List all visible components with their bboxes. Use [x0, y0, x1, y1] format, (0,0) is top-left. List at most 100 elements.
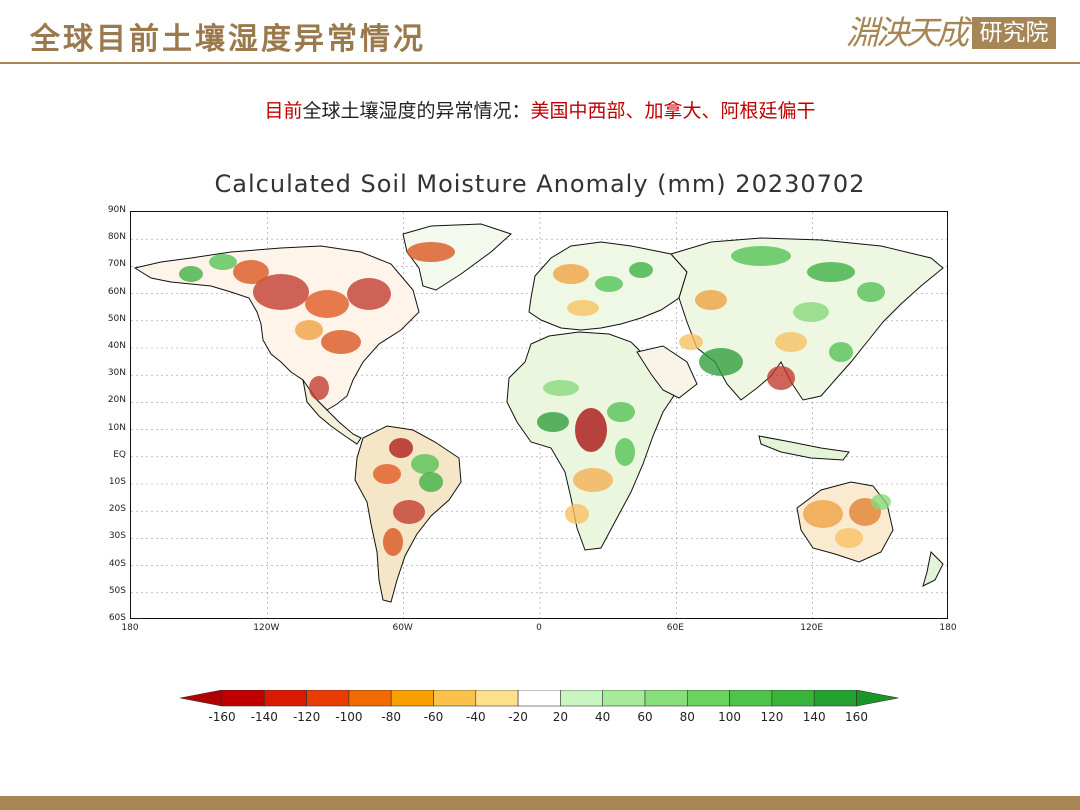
anomaly-patch [389, 438, 413, 458]
anomaly-patch [321, 330, 361, 354]
colorbar-cell [433, 690, 477, 707]
lat-tick-label: 30S [108, 531, 126, 542]
anomaly-patch [553, 264, 589, 284]
anomaly-patch [295, 320, 323, 340]
anomaly-patch [803, 500, 843, 528]
lat-tick-label: 20N [107, 395, 126, 406]
map-title: Calculated Soil Moisture Anomaly (mm) 20… [214, 170, 866, 198]
colorbar-cell [602, 690, 646, 707]
lat-tick-label: 60N [107, 286, 126, 297]
colorbar-cell [264, 690, 307, 707]
colorbar-tick-label: 40 [595, 710, 611, 724]
lat-tick-label: 10N [107, 422, 126, 433]
anomaly-patch [857, 282, 885, 302]
lat-tick-label: 30N [107, 368, 126, 379]
anomaly-patch [419, 472, 443, 492]
colorbar-tick-label: -20 [508, 710, 528, 724]
lon-tick-label: 180 [939, 623, 957, 633]
anomaly-patch [543, 380, 579, 396]
colorbar-cell [644, 690, 688, 707]
anomaly-patch [829, 342, 853, 362]
footer-bar [0, 796, 1080, 810]
anomaly-patch [373, 464, 401, 484]
lon-tick-label: 0 [536, 623, 542, 633]
anomaly-patch [573, 468, 613, 492]
colorbar-tick-label: 160 [845, 710, 868, 724]
lat-tick-label: 90N [107, 205, 126, 215]
land-central-america [302, 379, 362, 445]
anomaly-patch [233, 260, 269, 284]
colorbar-tick-label: 120 [760, 710, 784, 724]
lat-tick-label: 50S [108, 585, 126, 596]
anomaly-patch [679, 334, 703, 350]
anomaly-patch [383, 528, 403, 556]
anomaly-patch [253, 274, 309, 310]
land-arabia [636, 345, 698, 399]
colorbar-cell [560, 690, 603, 707]
subtitle-suffix: 美国中西部、加拿大、阿根廷偏干 [530, 100, 816, 122]
anomaly-patch [305, 290, 349, 318]
colorbar-tick-label: -160 [208, 710, 236, 724]
lon-tick-label: 60W [392, 623, 413, 633]
colorbar-cell [813, 690, 857, 707]
logo-script: 淵泱天成 [846, 13, 969, 52]
map-canvas [131, 212, 947, 618]
colorbar-tick-label: 20 [552, 710, 569, 724]
colorbar-tick-label: 100 [718, 710, 742, 724]
colorbar-cell [517, 690, 561, 707]
colorbar-tick-label: -120 [292, 710, 321, 724]
anomaly-patch [695, 290, 727, 310]
subtitle-main: 全球土壤湿度的异常情况： [302, 100, 531, 122]
anomaly-patch [537, 412, 569, 432]
logo-box: 研究院 [972, 17, 1056, 49]
lat-tick-label: 10S [108, 477, 126, 487]
anomaly-patch [699, 348, 743, 376]
colorbar-cell [771, 690, 815, 707]
colorbar-cell [390, 690, 434, 707]
colorbar-tick-label: -40 [465, 710, 486, 724]
land-indonesia [758, 435, 850, 461]
lat-tick-label: 40N [107, 341, 126, 351]
lon-tick-label: 60E [666, 623, 684, 633]
colorbar-tick-label: 80 [679, 710, 695, 724]
anomaly-patch [629, 262, 653, 278]
lat-tick-label: 40S [108, 558, 126, 569]
soil-moisture-map [130, 211, 948, 619]
anomaly-patch [411, 454, 439, 474]
anomaly-patch [407, 242, 455, 262]
anomaly-patch [835, 528, 863, 548]
lon-tick-label: 180 [121, 623, 139, 633]
colorbar-cell [686, 690, 730, 707]
colorbar-tick-label: 140 [802, 710, 826, 724]
colorbar-tick-label: -60 [423, 710, 444, 724]
lat-tick-label: 60S [108, 613, 126, 623]
anomaly-patch [731, 246, 791, 266]
colorbar-cell [306, 690, 350, 707]
colorbar-cell [729, 690, 773, 707]
colorbar [180, 690, 899, 707]
anomaly-patch [793, 302, 829, 322]
anomaly-patch [565, 504, 589, 524]
lat-tick-label: 20S [108, 504, 126, 515]
colorbar-high-arrow [856, 690, 899, 707]
anomaly-patch [179, 266, 203, 282]
anomaly-patch [807, 262, 855, 282]
land-new-zealand [922, 550, 944, 587]
colorbar-tick-label: -140 [250, 710, 278, 724]
anomaly-patch [871, 494, 891, 510]
subtitle: 目前全球土壤湿度的异常情况：美国中西部、加拿大、阿根廷偏干 [0, 96, 1080, 123]
colorbar-low-arrow [180, 690, 223, 707]
anomaly-patches [179, 242, 891, 556]
colorbar-cell [475, 690, 519, 707]
lon-tick-label: 120W [253, 623, 280, 633]
anomaly-patch [209, 254, 237, 270]
slide-title: 全球目前土壤湿度异常情况 [30, 22, 426, 57]
lat-tick-label: EQ [113, 449, 126, 460]
anomaly-patch [595, 276, 623, 292]
lat-tick-label: 80N [107, 232, 126, 243]
land-north-america [133, 245, 420, 411]
land-greenland [402, 223, 512, 291]
header-divider [0, 62, 1080, 64]
anomaly-patch [775, 332, 807, 352]
anomaly-patch [567, 300, 599, 316]
